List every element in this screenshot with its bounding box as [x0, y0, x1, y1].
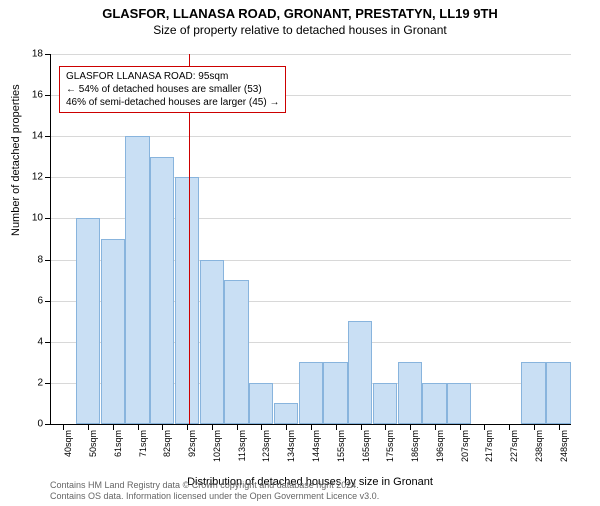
- y-tick-label: 10: [23, 213, 43, 224]
- callout-line-2: ← 54% of detached houses are smaller (53…: [66, 83, 279, 96]
- x-tick-label: 102sqm: [212, 430, 222, 470]
- x-tick-label: 71sqm: [138, 430, 148, 470]
- x-tick-label: 165sqm: [361, 430, 371, 470]
- y-tick-label: 0: [23, 419, 43, 430]
- page-title: GLASFOR, LLANASA ROAD, GRONANT, PRESTATY…: [0, 6, 600, 21]
- y-tick-label: 16: [23, 90, 43, 101]
- gridline: [51, 54, 571, 55]
- footer-line-1: Contains HM Land Registry data © Crown c…: [50, 480, 379, 491]
- footer-line-2: Contains OS data. Information licensed u…: [50, 491, 379, 502]
- y-tick-label: 6: [23, 295, 43, 306]
- y-tick: [45, 177, 51, 178]
- x-tick-label: 144sqm: [311, 430, 321, 470]
- plot-area: 02468101214161840sqm50sqm61sqm71sqm82sqm…: [50, 54, 571, 425]
- x-tick-label: 123sqm: [261, 430, 271, 470]
- histogram-bar: [398, 362, 422, 424]
- histogram-bar: [125, 136, 149, 424]
- histogram-bar: [521, 362, 545, 424]
- y-tick: [45, 218, 51, 219]
- x-tick-label: 92sqm: [187, 430, 197, 470]
- y-tick: [45, 301, 51, 302]
- x-tick-label: 82sqm: [162, 430, 172, 470]
- histogram-bar: [348, 321, 372, 424]
- y-tick: [45, 342, 51, 343]
- y-tick: [45, 424, 51, 425]
- y-tick: [45, 54, 51, 55]
- histogram-bar: [224, 280, 248, 424]
- histogram-bar: [422, 383, 446, 424]
- y-tick: [45, 260, 51, 261]
- x-tick-label: 186sqm: [410, 430, 420, 470]
- callout-line-3: 46% of semi-detached houses are larger (…: [66, 96, 279, 109]
- y-tick-label: 8: [23, 254, 43, 265]
- histogram-bar: [150, 157, 174, 424]
- x-tick-label: 113sqm: [237, 430, 247, 470]
- y-tick-label: 18: [23, 49, 43, 60]
- y-tick-label: 14: [23, 131, 43, 142]
- y-tick: [45, 383, 51, 384]
- y-tick-label: 2: [23, 377, 43, 388]
- footer-attribution: Contains HM Land Registry data © Crown c…: [50, 480, 379, 502]
- x-tick-label: 134sqm: [286, 430, 296, 470]
- x-tick-label: 227sqm: [509, 430, 519, 470]
- histogram-bar: [200, 260, 224, 424]
- x-tick-label: 40sqm: [63, 430, 73, 470]
- histogram-bar: [76, 218, 100, 424]
- histogram-bar: [101, 239, 125, 424]
- y-tick: [45, 95, 51, 96]
- histogram-bar: [447, 383, 471, 424]
- page-subtitle: Size of property relative to detached ho…: [0, 23, 600, 37]
- histogram-bar: [249, 383, 273, 424]
- histogram-bar: [546, 362, 570, 424]
- histogram-bar: [299, 362, 323, 424]
- x-tick-label: 50sqm: [88, 430, 98, 470]
- x-tick-label: 217sqm: [484, 430, 494, 470]
- histogram-bar: [175, 177, 199, 424]
- x-tick-label: 248sqm: [559, 430, 569, 470]
- x-tick-label: 207sqm: [460, 430, 470, 470]
- y-tick-label: 12: [23, 172, 43, 183]
- x-tick-label: 155sqm: [336, 430, 346, 470]
- x-tick-label: 196sqm: [435, 430, 445, 470]
- histogram-bar: [323, 362, 347, 424]
- callout-line-1: GLASFOR LLANASA ROAD: 95sqm: [66, 70, 279, 83]
- y-axis-label: Number of detached properties: [10, 84, 22, 236]
- x-tick-label: 238sqm: [534, 430, 544, 470]
- y-tick-label: 4: [23, 336, 43, 347]
- x-tick-label: 175sqm: [385, 430, 395, 470]
- callout-box: GLASFOR LLANASA ROAD: 95sqm← 54% of deta…: [59, 66, 286, 113]
- chart-area: 02468101214161840sqm50sqm61sqm71sqm82sqm…: [50, 54, 570, 424]
- histogram-bar: [274, 403, 298, 424]
- y-tick: [45, 136, 51, 137]
- histogram-bar: [373, 383, 397, 424]
- x-tick-label: 61sqm: [113, 430, 123, 470]
